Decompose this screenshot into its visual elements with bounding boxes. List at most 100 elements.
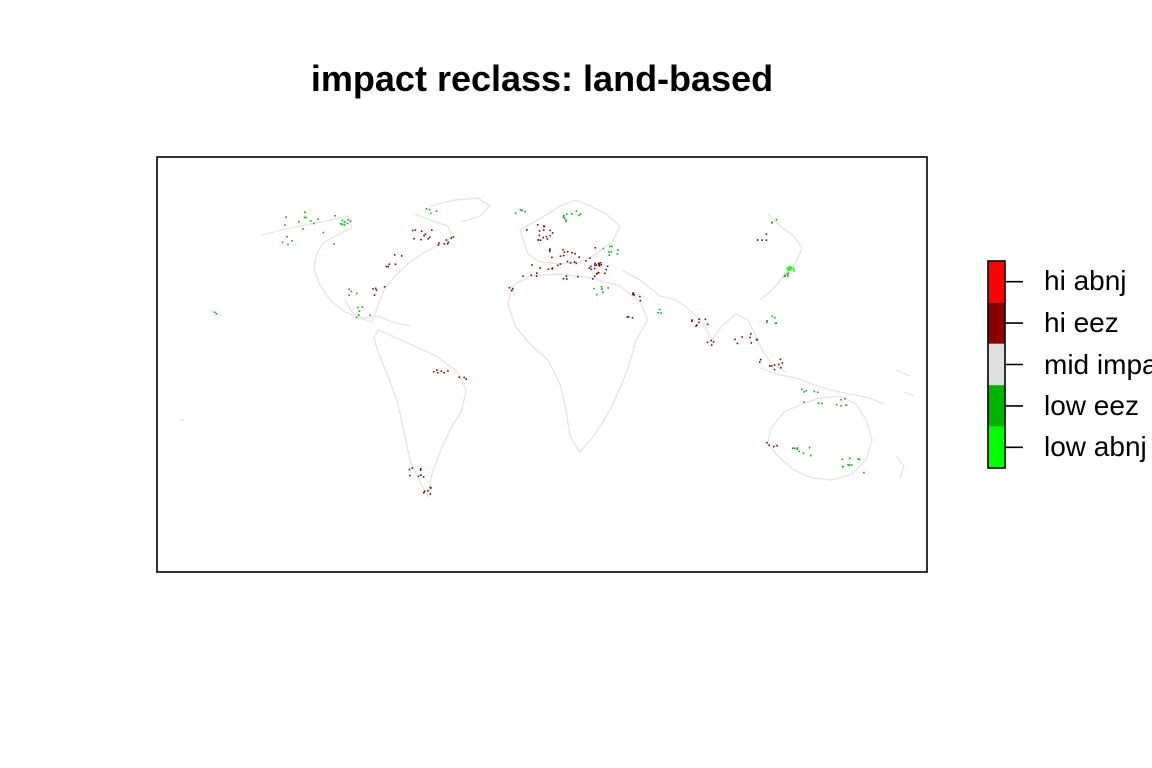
impact-cell (284, 224, 286, 226)
impact-cell (571, 251, 573, 254)
impact-cell (849, 457, 851, 460)
impact-cell (431, 229, 433, 231)
impact-cell (633, 293, 636, 296)
impact-cell-layer (213, 208, 865, 495)
impact-cell (736, 342, 739, 345)
impact-cell (443, 371, 445, 374)
impact-cell (566, 260, 569, 263)
impact-cell (835, 403, 838, 406)
impact-cell (627, 316, 630, 318)
impact-cell (385, 265, 388, 268)
impact-cell (595, 273, 598, 275)
impact-cell (857, 458, 859, 460)
impact-cell (569, 262, 572, 264)
impact-cell (285, 216, 287, 218)
impact-cell (438, 242, 440, 244)
legend-label-hi-eez: hi eez (1044, 307, 1119, 338)
coastline-middle-east (621, 269, 691, 311)
impact-cell (531, 264, 533, 266)
impact-cell (291, 240, 293, 242)
impact-cell (816, 391, 819, 394)
impact-cell (440, 370, 443, 372)
impact-cell (549, 248, 551, 250)
impact-cell (281, 241, 284, 244)
impact-cell (571, 213, 573, 215)
impact-cell (761, 239, 763, 241)
impact-cell (536, 224, 539, 226)
impact-cell (429, 212, 432, 215)
coastline-caribbean (344, 299, 411, 327)
impact-cell (430, 487, 432, 489)
impact-cell (698, 321, 700, 324)
impact-cell (793, 270, 796, 272)
impact-cell (578, 256, 580, 258)
impact-cell (428, 208, 431, 211)
impact-cell (590, 268, 593, 271)
impact-cell (821, 402, 823, 405)
impact-cell (423, 491, 425, 494)
impact-cell (512, 287, 514, 290)
impact-cell (774, 322, 777, 324)
impact-cell (563, 214, 565, 217)
impact-cell (792, 447, 794, 449)
impact-cell (639, 299, 642, 302)
impact-cell (691, 320, 693, 322)
impact-cell (588, 267, 591, 269)
impact-cell (706, 323, 709, 326)
impact-cell (766, 320, 768, 322)
impact-cell (594, 247, 597, 249)
impact-cell (770, 365, 773, 367)
impact-cell (427, 238, 429, 240)
impact-cell (590, 265, 592, 268)
legend-label-mid-impact: mid impact (1044, 349, 1152, 380)
impact-cell (422, 476, 425, 478)
impact-cell (786, 267, 788, 270)
coastline-layer (180, 197, 915, 499)
impact-cell (766, 321, 768, 323)
impact-cell (349, 220, 352, 222)
map-frame (156, 156, 928, 573)
impact-cell (602, 291, 604, 294)
impact-cell (322, 231, 325, 234)
impact-cell (355, 316, 358, 319)
impact-cell (317, 218, 319, 220)
impact-cell (413, 237, 415, 240)
impact-cell (215, 313, 218, 315)
impact-cell (511, 289, 513, 292)
impact-cell (858, 458, 861, 461)
impact-cell (788, 265, 791, 268)
impact-cell (526, 229, 528, 231)
impact-cell (863, 471, 865, 474)
impact-cell (519, 209, 522, 211)
impact-cell (356, 292, 358, 295)
coastline-asia (689, 309, 787, 373)
impact-cell (776, 444, 778, 447)
impact-cell (341, 219, 344, 222)
impact-cell (542, 229, 545, 231)
impact-cell (593, 267, 596, 270)
impact-cell (549, 250, 551, 253)
impact-cell (775, 218, 778, 221)
impact-cell (458, 376, 460, 378)
coastline-pacific-islands (180, 309, 915, 421)
impact-cell (420, 230, 423, 232)
impact-cell (696, 324, 698, 326)
impact-cell (626, 316, 629, 318)
impact-cell (409, 474, 411, 477)
impact-cell (420, 468, 422, 470)
impact-cell (446, 243, 449, 245)
impact-cell (305, 216, 307, 219)
impact-cell (539, 267, 541, 269)
impact-cell (562, 254, 565, 257)
impact-cell (298, 220, 300, 223)
impact-cell (734, 338, 736, 341)
impact-cell (773, 364, 776, 366)
impact-cell (813, 390, 816, 393)
impact-cell (427, 489, 429, 492)
impact-cell (765, 239, 768, 241)
impact-cell (712, 341, 715, 343)
impact-cell (593, 275, 596, 277)
impact-cell (445, 239, 448, 241)
impact-cell (521, 209, 523, 212)
